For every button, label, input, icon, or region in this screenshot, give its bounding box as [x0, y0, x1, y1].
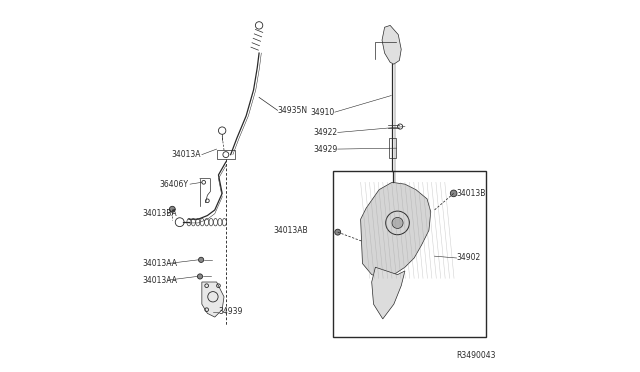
- Text: 34013AA: 34013AA: [143, 276, 178, 285]
- Text: 36406Y: 36406Y: [159, 180, 188, 189]
- Polygon shape: [372, 267, 405, 319]
- Text: R3490043: R3490043: [456, 350, 495, 359]
- Text: 34910: 34910: [310, 108, 335, 117]
- Text: 34013BA: 34013BA: [143, 209, 177, 218]
- Circle shape: [392, 217, 403, 228]
- Bar: [333, 171, 486, 337]
- Circle shape: [335, 229, 340, 235]
- Text: 34929: 34929: [314, 145, 338, 154]
- Polygon shape: [202, 282, 224, 317]
- Text: 34902: 34902: [456, 253, 481, 263]
- Text: 34013B: 34013B: [456, 189, 486, 198]
- Text: 34939: 34939: [218, 307, 243, 316]
- Text: 34013A: 34013A: [172, 150, 201, 159]
- Text: 34013AB: 34013AB: [273, 226, 308, 235]
- Polygon shape: [360, 182, 431, 278]
- Text: 34922: 34922: [314, 128, 338, 137]
- Text: 34013AA: 34013AA: [143, 259, 178, 268]
- Circle shape: [170, 206, 175, 212]
- Circle shape: [451, 190, 457, 197]
- Polygon shape: [382, 25, 401, 64]
- Text: 34935N: 34935N: [278, 106, 308, 115]
- Circle shape: [198, 257, 204, 262]
- Bar: [216, 150, 235, 160]
- Bar: [389, 138, 396, 158]
- Circle shape: [197, 274, 203, 279]
